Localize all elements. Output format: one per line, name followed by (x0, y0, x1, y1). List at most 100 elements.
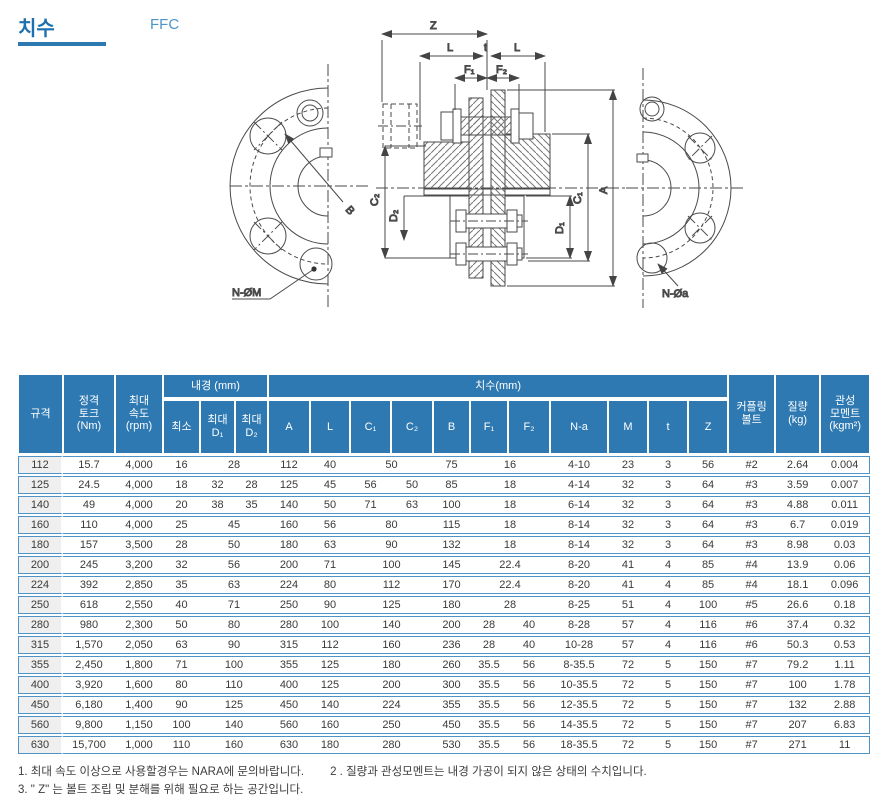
value-cell: 18-35.5 (550, 736, 608, 754)
value-cell: 18 (163, 476, 200, 494)
value-cell: 8-14 (550, 516, 608, 534)
value-cell: 16 (470, 456, 550, 474)
value-cell: #7 (728, 676, 776, 694)
value-cell: 5 (648, 676, 688, 694)
product-code: FFC (150, 16, 180, 33)
value-cell: 112 (268, 456, 310, 474)
value-cell: #4 (728, 556, 776, 574)
value-cell: 63 (391, 496, 433, 514)
value-cell: 80 (350, 516, 433, 534)
value-cell: 5 (648, 736, 688, 754)
value-cell: 355 (268, 656, 310, 674)
value-cell: #7 (728, 656, 776, 674)
value-cell: #7 (728, 736, 776, 754)
value-cell: 207 (775, 716, 821, 734)
value-cell: 22.4 (470, 556, 550, 574)
spec-cell: 280 (18, 616, 63, 634)
value-cell: 1,400 (115, 696, 163, 714)
value-cell: 63 (200, 576, 268, 594)
value-cell: 15.7 (63, 456, 115, 474)
value-cell: 18 (470, 476, 550, 494)
value-cell: #3 (728, 536, 776, 554)
value-cell: 40 (508, 616, 550, 634)
value-cell: 2,300 (115, 616, 163, 634)
header-dim-c1: C₁ (350, 400, 391, 454)
spec-cell: 180 (18, 536, 63, 554)
value-cell: #6 (728, 636, 776, 654)
value-cell: #6 (728, 616, 776, 634)
value-cell: 980 (63, 616, 115, 634)
value-cell: #5 (728, 596, 776, 614)
value-cell: 12-35.5 (550, 696, 608, 714)
dim-label-d1: D₁ (554, 222, 566, 234)
dim-label-t: t (484, 42, 487, 54)
value-cell: 132 (775, 696, 821, 714)
header-dim-b: B (433, 400, 470, 454)
value-cell: 280 (268, 616, 310, 634)
value-cell: 3 (648, 536, 688, 554)
spec-cell: 355 (18, 656, 63, 674)
footnote-line-2: 3. " Z" 는 볼트 조립 및 분해를 위해 필요로 하는 공간입니다. (18, 782, 647, 800)
value-cell: 200 (433, 616, 470, 634)
value-cell: 245 (63, 556, 115, 574)
value-cell: 32 (608, 476, 648, 494)
value-cell: 9,800 (63, 716, 115, 734)
header-dim-t: t (648, 400, 688, 454)
value-cell: 6.83 (820, 716, 871, 734)
header-dims-group: 치수(mm) (268, 374, 729, 398)
value-cell: 71 (163, 656, 200, 674)
value-cell: 35 (235, 496, 268, 514)
dim-label-c1: C₁ (572, 192, 584, 204)
spec-cell: 450 (18, 696, 63, 714)
value-cell: 8-20 (550, 556, 608, 574)
value-cell: 260 (433, 656, 470, 674)
header-dim-l: L (310, 400, 350, 454)
value-cell: 400 (268, 676, 310, 694)
footnote-1: 1. 최대 속도 이상으로 사용할경우는 NARA에 문의바랍니다. (18, 766, 305, 778)
value-cell: 18 (470, 536, 550, 554)
value-cell: 450 (268, 696, 310, 714)
value-cell: 160 (200, 736, 268, 754)
value-cell: 79.2 (775, 656, 821, 674)
dim-label-f2: F₂ (496, 64, 507, 76)
dim-label-d2: D₂ (388, 210, 400, 222)
spec-cell: 125 (18, 476, 63, 494)
value-cell: 71 (200, 596, 268, 614)
value-cell: 630 (268, 736, 310, 754)
value-cell: 18 (470, 516, 550, 534)
value-cell: 392 (63, 576, 115, 594)
value-cell: 72 (608, 736, 648, 754)
value-cell: 2,850 (115, 576, 163, 594)
value-cell: 100 (200, 656, 268, 674)
value-cell: 3,200 (115, 556, 163, 574)
value-cell: 71 (310, 556, 350, 574)
value-cell: 1,000 (115, 736, 163, 754)
value-cell: 35.5 (470, 696, 508, 714)
value-cell: 35.5 (470, 676, 508, 694)
value-cell: 50.3 (775, 636, 821, 654)
value-cell: 28 (235, 476, 268, 494)
value-cell: 80 (310, 576, 350, 594)
value-cell: 100 (350, 556, 433, 574)
value-cell: #7 (728, 696, 776, 714)
value-cell: 50 (200, 536, 268, 554)
value-cell: 32 (200, 476, 235, 494)
value-cell: 3.59 (775, 476, 821, 494)
value-cell: 8-35.5 (550, 656, 608, 674)
value-cell: 271 (775, 736, 821, 754)
table-row: 112 15.7 4,000 16 28 112 40 50 75 16 4-10 23 3 56 #2 2.… (18, 456, 871, 474)
dim-label-l-right: L (514, 42, 520, 54)
spec-cell: 560 (18, 716, 63, 734)
value-cell: 22.4 (470, 576, 550, 594)
value-cell: 6-14 (550, 496, 608, 514)
value-cell: 57 (608, 616, 648, 634)
table-row: 450 6,180 1,400 90 125 450 140 224 355 35.5 56 12-3… (18, 696, 871, 714)
value-cell: 0.06 (820, 556, 871, 574)
value-cell: 2.88 (820, 696, 871, 714)
value-cell: 3,920 (63, 676, 115, 694)
value-cell: 1,150 (115, 716, 163, 734)
table-row: 630 15,700 1,000 110 160 630 180 280 530 35.5 56 18… (18, 736, 871, 754)
value-cell: 10-35.5 (550, 676, 608, 694)
value-cell: 24.5 (63, 476, 115, 494)
value-cell: 75 (433, 456, 470, 474)
